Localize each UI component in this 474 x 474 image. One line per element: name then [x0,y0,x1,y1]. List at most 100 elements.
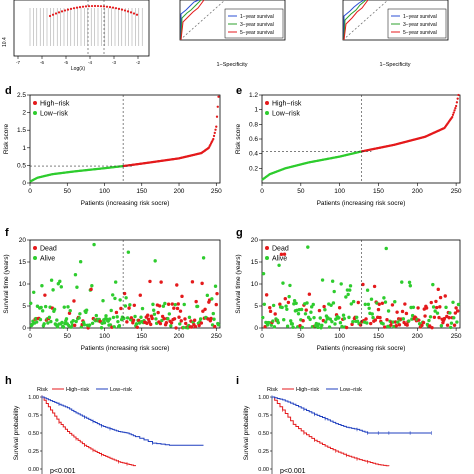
alive-point [448,325,453,330]
lasso-point [84,5,88,8]
dead-point [190,280,195,284]
alive-point [276,320,281,325]
alive-point [369,297,374,301]
dead-point [177,315,181,319]
x-tick-label: 150 [136,188,147,195]
alive-point [90,284,94,288]
dead-point [174,326,178,330]
dead-point [213,324,217,329]
alive-point [38,317,43,322]
alive-point [210,297,214,301]
alive-point [365,321,369,325]
alive-point [312,315,316,320]
alive-point [320,278,325,282]
dead-point [376,307,381,312]
lasso-x-label: Log(λ) [71,66,86,72]
x-tick-label: 250 [211,188,222,195]
x-tick-label: 250 [451,188,462,195]
survival-time-plot-f: 0 50 100 150 200 250 0 5 10 15 20 Survival time (ye… [3,237,222,352]
dead-point [397,323,402,327]
alive-point [75,285,79,289]
alive-point [104,314,108,318]
alive-point [355,315,359,319]
high-risk-point [453,109,456,112]
lasso-cv-plot-crop: 10.4 -7 -6 -5 -4 -3 -2 Log(λ) [2,0,150,72]
roc-c-x-label: 1−Specificity [379,62,410,68]
high-risk-point [214,128,217,131]
panel-letter-f: f [5,227,9,239]
alive-point [269,323,274,327]
dead-point [162,317,166,321]
alive-point [272,325,277,329]
panel-letter-g: g [236,227,243,239]
roc-legend-label: 3−year survival [403,22,437,28]
dead-point [373,318,378,322]
legend-high-risk-swatch [265,101,269,105]
alive-point [213,284,218,288]
high-risk-point [217,95,220,98]
alive-point [109,308,113,313]
alive-point [198,317,203,321]
alive-point [51,288,55,292]
dead-point [442,316,447,321]
km-y-tick-label: 0.50 [258,431,269,437]
km-legend-low-label: Low−risk [110,387,132,393]
legend-alive-label: Alive [40,256,55,263]
alive-point [178,322,182,326]
alive-point [153,259,157,263]
km-pvalue: p<0.001 [280,468,306,474]
dead-point [157,304,162,308]
roc-plot-b-crop: 1−year survival 3−year survival 5−year sur… [179,0,286,68]
x-tick-label: 50 [64,333,72,340]
lasso-point [90,4,94,8]
legend-alive-label: Alive [272,256,287,263]
alive-point [64,317,69,321]
legend-high-risk-label: High−risk [40,101,70,108]
km-y-tick-label: 0.00 [258,467,269,473]
alive-point [333,322,337,326]
alive-point [452,316,456,320]
dead-point [432,315,437,320]
lasso-point [126,10,130,13]
dead-point [197,323,201,328]
alive-point [400,280,404,284]
dead-point [193,324,198,329]
dead-point [317,308,322,313]
alive-point [448,311,452,315]
x-tick-label: 0 [260,333,264,340]
dead-point [179,319,183,323]
y-tick-label: 1.5 [17,127,26,134]
alive-point [58,279,62,284]
alive-point [316,325,320,330]
dead-point [146,317,151,321]
x-tick-label: 250 [211,333,222,340]
alive-point [290,322,294,326]
alive-point [29,301,33,305]
x-tick-label: 50 [64,188,72,195]
alive-point [216,323,221,327]
y-axis-label: Survival time (years) [3,254,10,313]
x-tick-label: 0 [260,188,264,195]
dead-point [43,293,47,297]
panel-letter-d: d [5,85,12,97]
y-tick-label: 15 [19,259,27,266]
dead-point [452,323,457,327]
dead-point [166,302,171,306]
x-tick-label: 200 [412,188,423,195]
alive-point [327,325,332,329]
alive-point [288,283,292,288]
lasso-point [63,9,67,12]
dead-point [175,306,180,311]
dead-point [189,325,194,329]
alive-point [386,309,391,313]
km-legend-title: Risk [267,387,278,393]
roc-plot-c-crop: 1−year survival 3−year survival 5−year sur… [342,0,449,68]
alive-point [323,308,327,312]
lasso-point [60,10,64,13]
alive-point [173,302,177,307]
dead-point [369,321,373,326]
alive-point [439,323,444,328]
dead-point [364,317,368,321]
alive-point [47,315,52,320]
y-tick-label: 20 [19,237,27,244]
